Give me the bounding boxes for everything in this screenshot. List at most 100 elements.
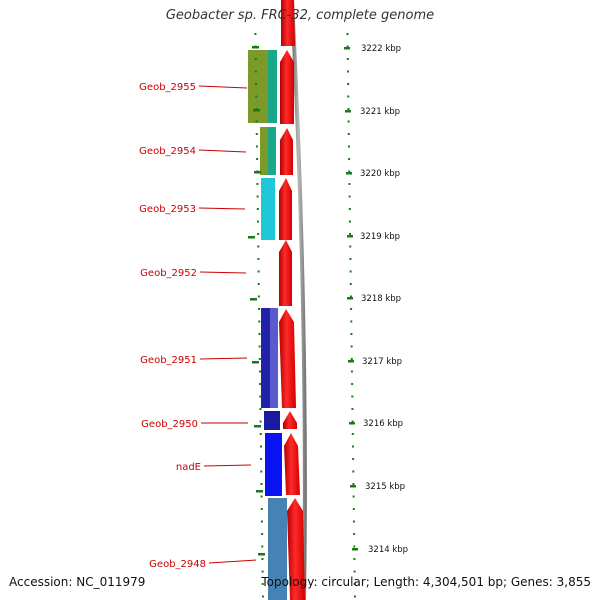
ruler-dot: [351, 420, 354, 423]
ruler-major-tick: [349, 422, 355, 425]
left-ruler-dot: [259, 395, 262, 398]
left-ruler-dot: [255, 120, 258, 123]
ruler-dot: [349, 233, 352, 235]
left-ruler-dot: [260, 495, 263, 498]
ruler-dot: [348, 208, 351, 210]
ruler-dot: [349, 270, 352, 273]
gene-block-geob-2955: [248, 50, 268, 123]
left-ruler-major-tick: [256, 490, 263, 493]
left-ruler-dot: [259, 383, 262, 385]
cds-arrow: [281, 0, 295, 46]
ruler-tick-label: 3221 kbp: [360, 107, 400, 117]
ruler-dot: [350, 358, 353, 360]
gene-block-geob-2954: [260, 127, 268, 175]
left-ruler-dot: [254, 70, 257, 73]
ruler-dot: [352, 520, 355, 523]
left-ruler-dot: [257, 245, 260, 248]
ruler-tick-label: 3214 kbp: [368, 545, 408, 555]
gene-block-nade: [265, 433, 282, 496]
left-ruler-dot: [257, 283, 260, 285]
ruler-dot: [350, 320, 353, 323]
ruler-dot: [348, 158, 351, 160]
cds-arrow: [283, 411, 297, 429]
ruler-dot: [352, 483, 355, 485]
gene-block-geob-2955-stripe: [268, 50, 277, 123]
ruler-dot: [352, 458, 355, 460]
ruler-dot: [352, 470, 355, 473]
left-ruler-dot: [257, 295, 260, 298]
left-ruler-dot: [258, 333, 261, 335]
ruler-major-tick: [347, 235, 353, 238]
gene-label[interactable]: Geob_2952: [140, 268, 197, 279]
ruler-dot: [346, 58, 349, 60]
gene-block-geob-2951-edge: [270, 308, 278, 408]
left-ruler-dot: [260, 470, 263, 473]
accession-text: Accession: NC_011979: [9, 575, 146, 589]
ruler-dot: [347, 95, 350, 98]
ruler-dot: [351, 383, 354, 385]
ruler-tick-label: 3220 kbp: [360, 169, 400, 179]
ruler-dot: [350, 308, 353, 310]
ruler-major-tick: [350, 485, 356, 488]
gene-label[interactable]: nadE: [176, 462, 201, 473]
left-ruler-dot: [256, 195, 259, 198]
left-ruler-dot: [259, 433, 262, 435]
cds-arrow: [287, 498, 305, 600]
left-ruler-dot: [261, 595, 264, 598]
left-ruler-dot: [258, 308, 261, 310]
map-title: Geobacter sp. FRC-32, complete genome: [165, 8, 435, 23]
gene-label[interactable]: Geob_2950: [141, 419, 198, 430]
left-ruler-dot: [258, 370, 261, 373]
gene-block-geob-2950: [264, 411, 280, 430]
left-ruler-dot: [257, 233, 260, 235]
left-ruler-dot: [255, 133, 258, 135]
ruler-major-tick: [347, 297, 353, 300]
ruler-dot: [351, 395, 354, 398]
ruler-dot: [351, 433, 354, 435]
ruler-dot: [347, 145, 350, 148]
gene-label[interactable]: Geob_2954: [139, 146, 196, 157]
ruler-dot: [353, 595, 356, 598]
ruler-dot: [353, 545, 356, 548]
gene-label[interactable]: Geob_2951: [140, 355, 197, 366]
ruler-tick-label: 3215 kbp: [365, 482, 405, 492]
cds-arrow: [280, 50, 294, 124]
ruler-dot: [349, 245, 352, 248]
left-ruler-dot: [260, 520, 263, 523]
ruler-dot: [348, 183, 351, 185]
ruler-major-tick: [345, 110, 351, 113]
cds-arrow: [279, 240, 292, 306]
gene-label[interactable]: Geob_2955: [139, 82, 196, 93]
left-ruler-major-tick: [252, 46, 259, 49]
left-ruler-dot: [254, 33, 257, 35]
gene-label[interactable]: Geob_2948: [149, 559, 206, 570]
ruler-tick-label: 3217 kbp: [362, 357, 402, 367]
ruler-major-tick: [352, 548, 358, 551]
left-ruler-major-tick: [254, 171, 261, 174]
left-ruler-dot: [259, 420, 262, 423]
cds-arrow: [279, 309, 296, 408]
ruler-dot: [348, 170, 351, 173]
gene-label-leader-line: [198, 149, 247, 153]
ruler-tick-label: 3222 kbp: [361, 44, 401, 54]
left-ruler-dot: [261, 558, 264, 560]
ruler-dot: [353, 558, 356, 560]
ruler-major-tick: [348, 360, 354, 363]
ruler-dot: [347, 108, 350, 110]
ruler-dot: [352, 495, 355, 498]
tick-group: 3222 kbp 3221 kbp 3220 kbp 3219 kbp 3218 kbp…: [248, 33, 408, 598]
gene-label-leader-line: [198, 207, 246, 210]
left-ruler-dot: [255, 145, 258, 148]
gene-block-geob-2953: [261, 178, 275, 240]
left-ruler-dot: [256, 220, 259, 223]
ruler-tick-label: 3216 kbp: [363, 419, 403, 429]
left-ruler-dot: [261, 533, 264, 535]
cds-arrow: [280, 128, 293, 175]
ruler-dot: [350, 345, 353, 348]
gene-label[interactable]: Geob_2953: [139, 204, 196, 215]
gene-label-leader-line: [199, 271, 247, 274]
ruler-dot: [349, 295, 352, 298]
ruler-dot: [347, 83, 350, 85]
ruler-dot: [350, 333, 353, 335]
left-ruler-dot: [260, 483, 263, 485]
